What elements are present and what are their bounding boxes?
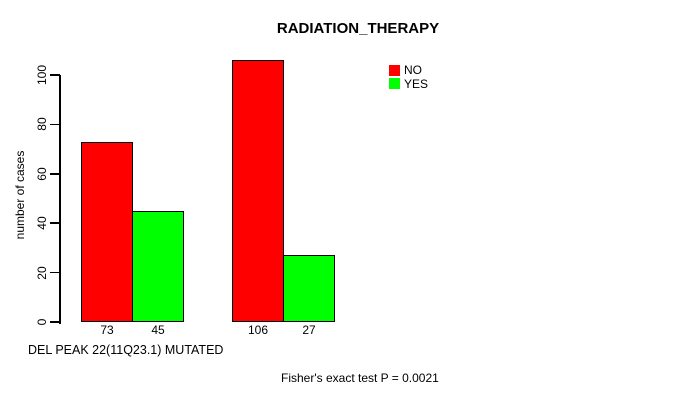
y-tick-mark: [50, 271, 60, 274]
x-axis-label: DEL PEAK 22(11Q23.1) MUTATED: [28, 343, 224, 357]
legend-swatch-no: [389, 64, 400, 76]
y-tick-label: 100: [35, 64, 49, 86]
y-axis-line: [59, 75, 61, 324]
y-tick-mark: [50, 123, 60, 126]
y-axis-label: number of cases: [13, 150, 27, 240]
y-tick-mark: [50, 321, 60, 323]
bar-count-label: 73: [100, 323, 114, 337]
legend-entry-yes: YES: [389, 78, 428, 90]
legend: NO YES: [389, 64, 428, 91]
y-tick-mark: [50, 222, 60, 224]
y-tick-label: 60: [35, 167, 49, 181]
bar-count-label: 106: [247, 323, 269, 337]
chart-title: RADIATION_THERAPY: [276, 20, 440, 37]
legend-label: YES: [404, 76, 429, 91]
y-tick-label: 40: [35, 216, 49, 230]
legend-label: NO: [404, 63, 422, 77]
bar-yes-group2: [283, 255, 335, 322]
bar-yes-group1: [132, 210, 184, 322]
legend-entry-no: NO: [389, 64, 428, 76]
bar-count-label: 27: [302, 323, 316, 337]
bar-no-group2: [232, 60, 284, 322]
y-tick-label: 80: [35, 117, 49, 132]
y-tick-mark: [50, 173, 60, 175]
y-tick-label: 20: [35, 265, 49, 280]
fisher-test-footnote: Fisher's exact test P = 0.0021: [281, 371, 439, 385]
y-tick-label: 0: [35, 318, 49, 326]
legend-swatch-yes: [389, 78, 400, 89]
bar-count-label: 45: [151, 323, 165, 337]
bar-no-group1: [81, 141, 133, 322]
y-tick-mark: [50, 74, 60, 76]
